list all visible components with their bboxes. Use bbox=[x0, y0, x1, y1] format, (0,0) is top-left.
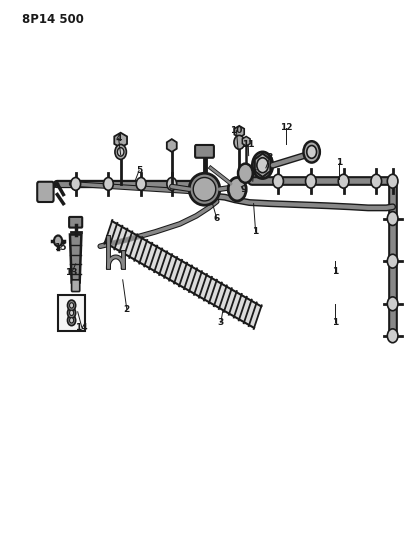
Circle shape bbox=[387, 254, 398, 268]
Text: 12: 12 bbox=[280, 124, 292, 132]
Circle shape bbox=[71, 177, 81, 190]
Circle shape bbox=[234, 135, 245, 149]
Polygon shape bbox=[70, 235, 81, 282]
Text: 15: 15 bbox=[54, 244, 67, 252]
Circle shape bbox=[103, 177, 113, 190]
Polygon shape bbox=[105, 221, 261, 328]
FancyBboxPatch shape bbox=[195, 145, 214, 158]
FancyBboxPatch shape bbox=[72, 280, 80, 292]
Circle shape bbox=[306, 174, 316, 188]
Circle shape bbox=[67, 308, 76, 318]
Polygon shape bbox=[234, 126, 244, 138]
Circle shape bbox=[70, 310, 74, 316]
FancyBboxPatch shape bbox=[58, 295, 85, 331]
Text: 9: 9 bbox=[240, 185, 247, 193]
Text: 8P14 500: 8P14 500 bbox=[22, 13, 84, 26]
Text: 2: 2 bbox=[124, 305, 130, 313]
Ellipse shape bbox=[193, 177, 216, 201]
Polygon shape bbox=[255, 154, 270, 177]
Circle shape bbox=[70, 303, 74, 308]
Polygon shape bbox=[167, 139, 177, 152]
Circle shape bbox=[387, 329, 398, 343]
Text: 8: 8 bbox=[267, 153, 273, 161]
Circle shape bbox=[303, 141, 320, 163]
Circle shape bbox=[115, 144, 126, 159]
Circle shape bbox=[167, 177, 177, 190]
Text: 6: 6 bbox=[213, 214, 220, 223]
Ellipse shape bbox=[189, 173, 220, 205]
Circle shape bbox=[67, 300, 76, 311]
Text: 1: 1 bbox=[332, 318, 339, 327]
Circle shape bbox=[273, 174, 283, 188]
Circle shape bbox=[67, 315, 76, 326]
FancyBboxPatch shape bbox=[37, 182, 54, 202]
Circle shape bbox=[387, 297, 398, 311]
Circle shape bbox=[117, 148, 124, 156]
Text: 5: 5 bbox=[136, 166, 142, 175]
Circle shape bbox=[252, 152, 273, 179]
Circle shape bbox=[228, 177, 246, 201]
Text: 3: 3 bbox=[218, 318, 224, 327]
Circle shape bbox=[238, 164, 253, 183]
Circle shape bbox=[338, 174, 349, 188]
Text: 4: 4 bbox=[115, 134, 122, 143]
Text: 1: 1 bbox=[336, 158, 343, 167]
Circle shape bbox=[387, 212, 398, 225]
Circle shape bbox=[371, 174, 382, 188]
Circle shape bbox=[307, 146, 317, 158]
Circle shape bbox=[136, 177, 146, 190]
Text: 14: 14 bbox=[76, 323, 88, 332]
Text: 1: 1 bbox=[332, 268, 339, 276]
Polygon shape bbox=[242, 136, 250, 146]
Text: 10: 10 bbox=[230, 126, 243, 135]
FancyBboxPatch shape bbox=[69, 217, 82, 228]
Circle shape bbox=[70, 318, 74, 323]
Text: 11: 11 bbox=[242, 141, 254, 149]
Text: 13: 13 bbox=[65, 269, 78, 277]
Circle shape bbox=[387, 174, 398, 188]
Circle shape bbox=[54, 236, 62, 246]
Text: 7: 7 bbox=[250, 169, 257, 177]
Text: 1: 1 bbox=[252, 228, 259, 236]
Circle shape bbox=[257, 158, 268, 173]
Polygon shape bbox=[114, 133, 127, 148]
